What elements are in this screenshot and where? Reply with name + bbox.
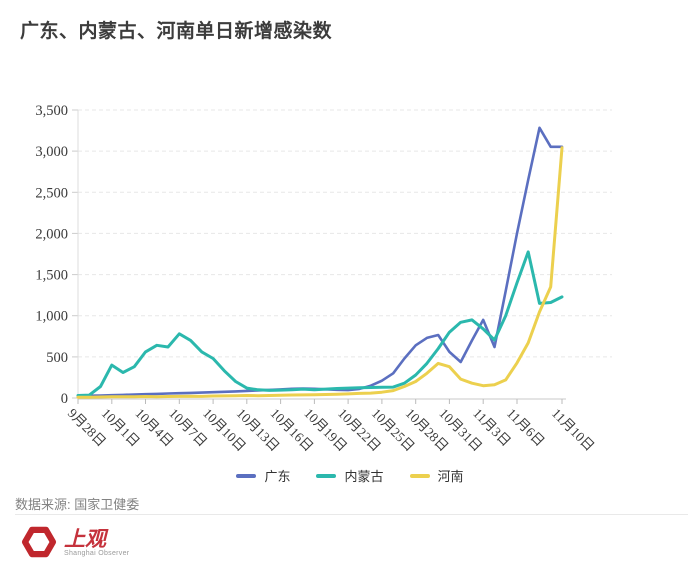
footer-divider bbox=[15, 514, 688, 515]
y-axis-label: 3,500 bbox=[35, 103, 68, 119]
y-axis-label: 3,000 bbox=[35, 144, 68, 160]
publisher-logo: 上观 Shanghai Observer bbox=[21, 524, 129, 560]
series-line-guangdong bbox=[76, 126, 564, 398]
legend-label: 内蒙古 bbox=[344, 469, 384, 484]
logo-text: 上观 Shanghai Observer bbox=[64, 528, 129, 557]
x-axis-label: 11月10日 bbox=[549, 406, 597, 454]
logo-subtitle: Shanghai Observer bbox=[64, 549, 130, 557]
logo-name: 上观 bbox=[64, 526, 106, 551]
y-axis-label: 2,500 bbox=[35, 185, 68, 201]
y-axis-label: 500 bbox=[46, 350, 68, 366]
series-line-neimenggu bbox=[76, 250, 564, 397]
y-axis-label: 2,000 bbox=[35, 226, 68, 242]
legend-label: 广东 bbox=[264, 469, 291, 484]
legend: 广东 内蒙古 河南 bbox=[0, 466, 700, 485]
legend-line-swatch bbox=[236, 473, 257, 478]
data-source-note: 数据来源: 国家卫健委 bbox=[15, 497, 140, 512]
legend-item-henan[interactable]: 河南 bbox=[409, 466, 464, 485]
y-axis-label: 1,500 bbox=[35, 268, 68, 284]
series-line-henan bbox=[76, 146, 564, 399]
x-axis-label: 11月6日 bbox=[504, 406, 548, 450]
legend-item-neimenggu[interactable]: 内蒙古 bbox=[316, 466, 384, 485]
legend-line-swatch bbox=[409, 473, 430, 478]
hexagon-logo-icon bbox=[21, 526, 57, 558]
legend-label: 河南 bbox=[437, 469, 464, 484]
y-axis-label: 1,000 bbox=[35, 309, 68, 325]
legend-line-swatch bbox=[316, 473, 337, 478]
chart-title: 广东、内蒙古、河南单日新增感染数 bbox=[20, 21, 333, 42]
legend-item-guangdong[interactable]: 广东 bbox=[236, 466, 290, 485]
y-axis-label: 0 bbox=[61, 391, 68, 407]
